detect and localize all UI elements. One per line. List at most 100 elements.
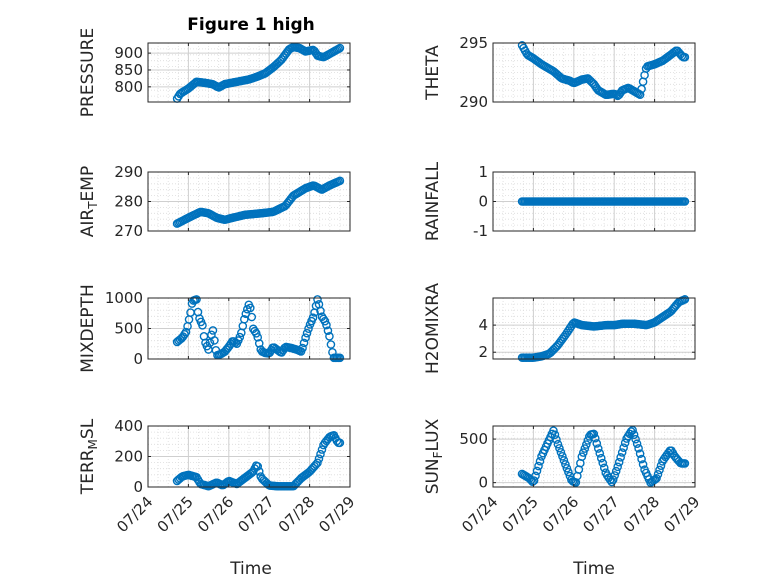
mixdepth-data-point	[253, 333, 263, 342]
sun-flux-data-point	[559, 456, 569, 465]
mixdepth-data-point	[304, 324, 313, 333]
mixdepth-data-point	[254, 339, 264, 348]
air-temp-y-axis-label: AIRTEMP	[78, 166, 100, 237]
air-temp-y-tick-label: 270	[114, 222, 143, 240]
sun-flux-data-point	[579, 448, 588, 457]
sun-flux-data-point	[582, 440, 591, 449]
sun-flux-y-tick-label: 500	[459, 430, 488, 448]
mixdepth-data-point	[308, 313, 318, 323]
sun-flux-data-point	[561, 460, 570, 469]
terr-msl-y-axis-label: TERRMSL	[78, 418, 100, 495]
sun-flux-data-point	[535, 456, 545, 466]
rainfall-y-tick-label: -1	[473, 222, 488, 240]
terr-msl-y-tick-label: 0	[133, 478, 143, 496]
sun-flux-data-point	[577, 452, 587, 461]
sun-flux-data-point	[596, 453, 606, 463]
mixdepth-data-point	[198, 321, 207, 330]
sun-flux-data-point	[629, 430, 639, 440]
pressure-series	[172, 42, 345, 103]
sun-flux-data-point	[680, 459, 690, 468]
sun-flux-data-point	[532, 466, 542, 476]
sun-flux-data-point	[549, 426, 558, 435]
mixdepth-data-point	[316, 306, 325, 316]
sun-flux-data-point	[553, 439, 563, 449]
sun-flux-data-point	[638, 460, 648, 469]
sun-flux-data-point	[653, 469, 663, 479]
theta-y-axis-label: THETA	[423, 45, 443, 101]
subplot-mixdepth: 0 500 1000 MIXDEPTH	[78, 284, 351, 373]
sun-flux-y-axis-label: SUNFLUX	[423, 418, 445, 494]
terr-msl-series	[172, 431, 345, 491]
h2omixra-y-tick-label: 4	[478, 316, 488, 334]
sun-flux-data-point	[590, 433, 600, 443]
theta-data-point	[635, 90, 645, 99]
sun-flux-data-point	[608, 475, 618, 485]
terr-msl-data-point	[316, 449, 325, 459]
sun-flux-data-point	[634, 444, 643, 453]
mixdepth-data-point	[322, 320, 331, 330]
sun-flux-data-point	[526, 475, 536, 485]
terr-msl-data-point	[314, 454, 324, 463]
sun-flux-data-point	[599, 463, 609, 473]
pressure-axes-box	[147, 42, 351, 103]
sun-flux-data-point	[555, 443, 564, 453]
mixdepth-data-point	[245, 303, 255, 313]
mixdepth-data-point	[320, 316, 330, 326]
sun-flux-data-point	[628, 425, 637, 435]
mixdepth-data-point	[301, 333, 310, 343]
mixdepth-data-point	[247, 312, 257, 322]
rainfall-y-axis-label: RAINFALL	[423, 161, 443, 241]
mixdepth-y-tick-label: 1000	[105, 289, 143, 307]
sun-flux-data-point	[550, 430, 560, 440]
rainfall-data-point	[680, 197, 690, 206]
sun-flux-data-point	[558, 452, 567, 461]
mixdepth-y-tick-label: 500	[114, 320, 143, 338]
sun-flux-data-point	[617, 448, 627, 457]
sun-flux-data-point	[655, 465, 664, 475]
theta-axes-box	[492, 42, 696, 103]
mixdepth-data-point	[325, 332, 334, 341]
sun-flux-data-point	[556, 447, 566, 457]
figure-title: Figure 1 high	[187, 15, 315, 35]
sun-flux-data-point	[531, 471, 540, 481]
sun-flux-data-point	[610, 471, 620, 480]
pressure-y-tick-label: 850	[114, 61, 143, 79]
mixdepth-data-point	[299, 338, 309, 348]
terr-msl-y-tick-label: 200	[114, 448, 143, 466]
x-axis-label-right: Time	[572, 559, 615, 579]
air-temp-data-point	[335, 176, 345, 186]
sun-flux-data-point	[631, 434, 640, 444]
sun-flux-data-point	[614, 457, 624, 467]
theta-y-tick-label: 295	[459, 34, 488, 52]
sun-flux-data-point	[652, 474, 661, 483]
rainfall-series	[517, 197, 690, 206]
sun-flux-data-point	[589, 429, 599, 439]
sun-flux-data-point	[611, 466, 621, 476]
mixdepth-y-tick-label: 0	[133, 350, 143, 368]
mixdepth-data-point	[208, 326, 218, 335]
sun-flux-data-point	[562, 463, 572, 473]
air-temp-y-tick-label: 280	[114, 193, 143, 211]
mixdepth-series	[172, 295, 345, 363]
mixdepth-data-point	[210, 336, 219, 345]
sun-flux-data-point	[529, 476, 539, 485]
mixdepth-data-point	[323, 326, 333, 335]
terr-msl-data-point	[313, 458, 322, 468]
mixdepth-y-axis-label: MIXDEPTH	[78, 284, 98, 373]
sun-flux-data-point	[592, 439, 602, 448]
rainfall-y-tick-label: 0	[478, 193, 488, 211]
sun-flux-data-point	[635, 449, 645, 459]
terr-msl-data-point	[335, 438, 345, 448]
subplot-rainfall: -1 0 1 RAINFALL	[423, 161, 696, 241]
sun-flux-data-point	[564, 467, 573, 477]
mixdepth-data-point	[205, 338, 215, 348]
sun-flux-data-point	[580, 444, 590, 453]
pressure-data-point	[335, 43, 345, 53]
pressure-y-tick-label: 800	[114, 78, 143, 96]
h2omixra-y-tick-label: 2	[478, 343, 488, 361]
theta-y-tick-label: 290	[459, 93, 488, 111]
h2omixra-axes-box	[492, 297, 696, 360]
sun-flux-series	[517, 425, 690, 487]
h2omixra-series	[517, 295, 690, 362]
